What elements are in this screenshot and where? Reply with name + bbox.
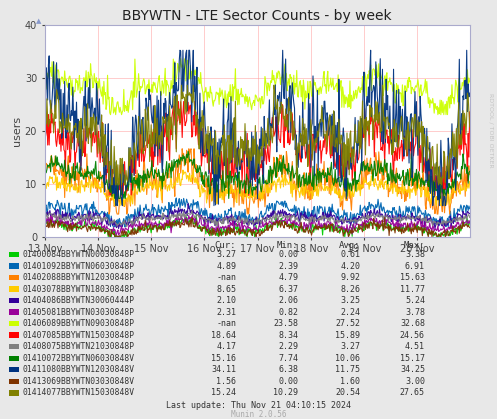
Text: 2.10: 2.10 [216,296,236,305]
Text: 34.25: 34.25 [400,365,425,374]
Text: 15.17: 15.17 [400,354,425,363]
Text: 0.00: 0.00 [278,377,298,386]
Text: 9.92: 9.92 [340,273,360,282]
Text: 10.06: 10.06 [335,354,360,363]
Text: Last update: Thu Nov 21 04:10:15 2024: Last update: Thu Nov 21 04:10:15 2024 [166,401,351,410]
Text: 8.34: 8.34 [278,331,298,340]
Text: 5.24: 5.24 [405,296,425,305]
Text: 8.26: 8.26 [340,285,360,294]
Text: Min:: Min: [277,241,298,250]
Text: -nan: -nan [216,319,236,328]
Text: 1.60: 1.60 [340,377,360,386]
Text: 01407085BBYWTN15030848P: 01407085BBYWTN15030848P [22,331,135,340]
Text: 3.00: 3.00 [405,377,425,386]
Text: 15.89: 15.89 [335,331,360,340]
Text: 20.54: 20.54 [335,388,360,397]
Text: 10.29: 10.29 [273,388,298,397]
Text: 15.63: 15.63 [400,273,425,282]
Text: 7.74: 7.74 [278,354,298,363]
Text: Munin 2.0.56: Munin 2.0.56 [231,410,286,419]
Text: 6.37: 6.37 [278,285,298,294]
Text: 2.39: 2.39 [278,261,298,271]
Text: 3.78: 3.78 [405,308,425,317]
Text: 0.61: 0.61 [340,250,360,259]
Text: 01403078BBYWTN18030848P: 01403078BBYWTN18030848P [22,285,135,294]
Text: 01410072BBYWTN06030848V: 01410072BBYWTN06030848V [22,354,135,363]
Text: 2.31: 2.31 [216,308,236,317]
Title: BBYWTN - LTE Sector Counts - by week: BBYWTN - LTE Sector Counts - by week [122,8,392,23]
Text: Avg:: Avg: [339,241,360,250]
Text: 0.82: 0.82 [278,308,298,317]
Text: 4.79: 4.79 [278,273,298,282]
Text: 23.58: 23.58 [273,319,298,328]
Text: 2.06: 2.06 [278,296,298,305]
Text: 3.27: 3.27 [340,342,360,351]
Text: 15.16: 15.16 [211,354,236,363]
Text: 4.89: 4.89 [216,261,236,271]
Text: 2.29: 2.29 [278,342,298,351]
Text: 8.65: 8.65 [216,285,236,294]
Text: ▲: ▲ [36,18,41,24]
Text: 01413069BBYWTN03030848V: 01413069BBYWTN03030848V [22,377,135,386]
Text: Max:: Max: [404,241,425,250]
Text: 01400084BBYWTN00030848P: 01400084BBYWTN00030848P [22,250,135,259]
Text: 6.91: 6.91 [405,261,425,271]
Text: 3.38: 3.38 [405,250,425,259]
Text: 11.77: 11.77 [400,285,425,294]
Text: 32.68: 32.68 [400,319,425,328]
Text: 27.65: 27.65 [400,388,425,397]
Text: 0.00: 0.00 [278,250,298,259]
Text: 6.38: 6.38 [278,365,298,374]
Text: 4.17: 4.17 [216,342,236,351]
Text: 01408075BBYWTN21030848P: 01408075BBYWTN21030848P [22,342,135,351]
Text: 01411080BBYWTN12030848V: 01411080BBYWTN12030848V [22,365,135,374]
Text: 4.20: 4.20 [340,261,360,271]
Text: 4.51: 4.51 [405,342,425,351]
Text: -nan: -nan [216,273,236,282]
Text: Cur:: Cur: [215,241,236,250]
Text: 1.56: 1.56 [216,377,236,386]
Text: 15.24: 15.24 [211,388,236,397]
Text: 2.24: 2.24 [340,308,360,317]
Text: 01404086BBYWTN30060444P: 01404086BBYWTN30060444P [22,296,135,305]
Text: 01414077BBYWTN15030848V: 01414077BBYWTN15030848V [22,388,135,397]
Text: 27.52: 27.52 [335,319,360,328]
Text: 01402088BBYWTN12030848P: 01402088BBYWTN12030848P [22,273,135,282]
Text: 01406089BBYWTN09030848P: 01406089BBYWTN09030848P [22,319,135,328]
Text: 3.27: 3.27 [216,250,236,259]
Text: 24.56: 24.56 [400,331,425,340]
Text: 3.25: 3.25 [340,296,360,305]
Text: 11.75: 11.75 [335,365,360,374]
Text: 34.11: 34.11 [211,365,236,374]
Y-axis label: users: users [12,116,22,146]
Text: 18.64: 18.64 [211,331,236,340]
Text: RDTOOL / TOBI OETKER: RDTOOL / TOBI OETKER [489,93,494,167]
Text: 01405081BBYWTN03030848P: 01405081BBYWTN03030848P [22,308,135,317]
Text: 01401092BBYWTN06030848P: 01401092BBYWTN06030848P [22,261,135,271]
